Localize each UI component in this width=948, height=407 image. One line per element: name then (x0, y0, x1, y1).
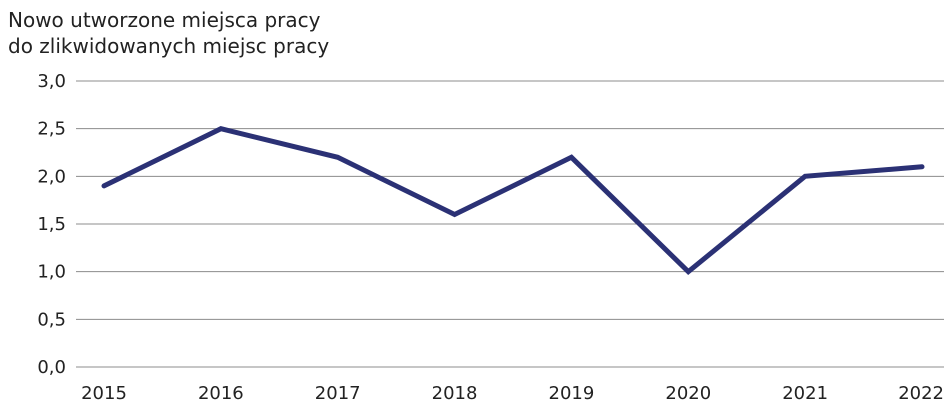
x-tick-label: 2016 (198, 383, 244, 404)
y-tick-label: 2,5 (37, 119, 66, 140)
x-tick-labels: 2015 2016 2017 2018 2019 2020 2021 2022 (81, 383, 944, 404)
y-tick-labels: 0,0 0,5 1,0 1,5 2,0 2,5 3,0 (37, 71, 66, 378)
x-tick-label: 2018 (432, 383, 478, 404)
series-line (101, 126, 925, 276)
y-axis-title: Nowo utworzone miejsca pracy do zlikwido… (8, 8, 329, 58)
y-tick-label: 2,0 (37, 166, 66, 187)
x-tick-label: 2015 (81, 383, 127, 404)
gridlines (76, 80, 944, 368)
series-group (101, 126, 925, 276)
x-tick-label: 2019 (549, 383, 595, 404)
y-tick-label: 0,5 (37, 309, 66, 330)
y-tick-label: 3,0 (37, 71, 66, 92)
x-tick-label: 2022 (898, 383, 944, 404)
x-tick-label: 2021 (782, 383, 828, 404)
y-axis-title-line-2: do zlikwidowanych miejsc pracy (8, 34, 329, 58)
y-tick-label: 1,0 (37, 262, 66, 283)
y-axis-title-line-1: Nowo utworzone miejsca pracy (8, 8, 321, 32)
y-tick-label: 0,0 (37, 357, 66, 378)
x-tick-label: 2020 (665, 383, 711, 404)
y-tick-label: 1,5 (37, 214, 66, 235)
x-tick-label: 2017 (315, 383, 361, 404)
